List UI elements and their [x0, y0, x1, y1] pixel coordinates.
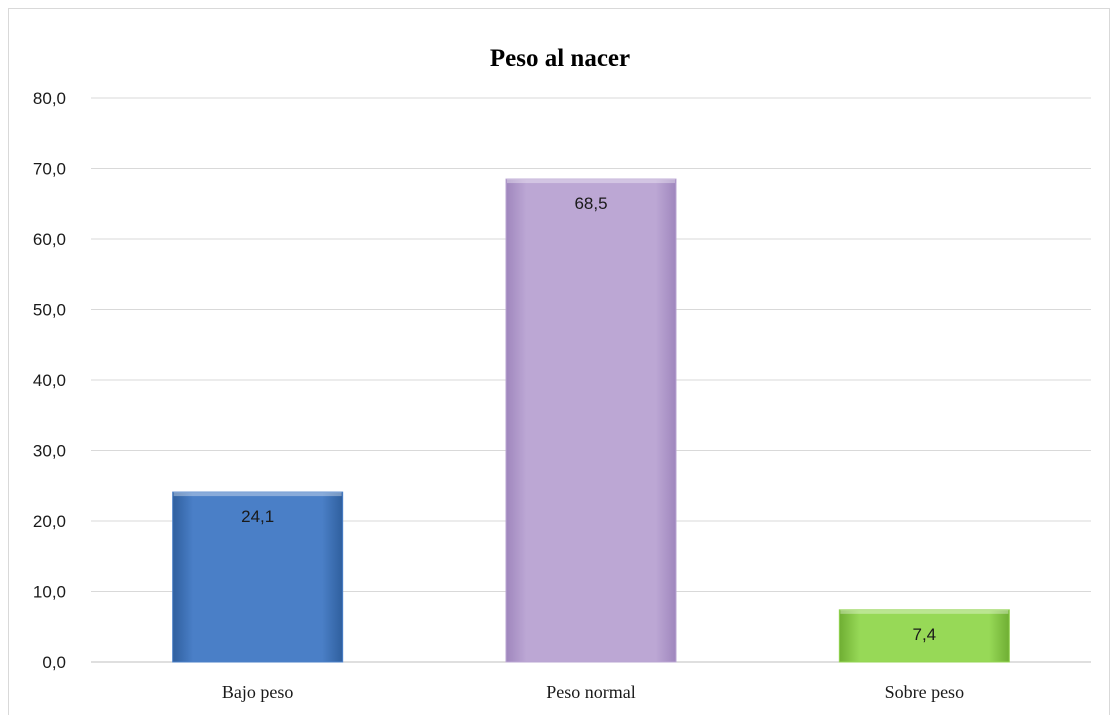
bar-bajo-peso: [172, 491, 344, 663]
y-tick-label: 10,0: [33, 583, 66, 602]
bar-highlight: [507, 179, 675, 184]
y-tick-label: 80,0: [33, 89, 66, 108]
y-tick-label: 60,0: [33, 230, 66, 249]
y-tick-label: 50,0: [33, 301, 66, 320]
y-tick-label: 40,0: [33, 371, 66, 390]
y-axis-ticks: 0,0 10,0 20,0 30,0 40,0 50,0 60,0 70,0 80,0: [33, 89, 66, 672]
data-label: 7,4: [913, 625, 937, 644]
data-label: 68,5: [574, 194, 607, 213]
x-axis-ticks: Bajo peso Peso normal Sobre peso: [222, 682, 964, 702]
chart-frame: Peso al nacer 0,0 10,0 20,0 30,0 40,0 50,0 60,…: [8, 8, 1110, 715]
chart-title: Peso al nacer: [490, 45, 630, 72]
bar-highlight: [173, 492, 342, 497]
data-labels: 24,1 68,5 7,4: [241, 194, 936, 644]
x-tick-label: Bajo peso: [222, 682, 294, 702]
bar-highlight: [840, 609, 1009, 614]
bar-peso-normal: [505, 178, 677, 663]
y-tick-label: 70,0: [33, 160, 66, 179]
x-tick-label: Sobre peso: [885, 682, 965, 702]
y-tick-label: 30,0: [33, 442, 66, 461]
x-tick-label: Peso normal: [546, 682, 636, 702]
data-label: 24,1: [241, 507, 274, 526]
bars: [172, 178, 1010, 663]
y-tick-label: 0,0: [42, 653, 66, 672]
y-tick-label: 20,0: [33, 512, 66, 531]
bar-chart: Peso al nacer 0,0 10,0 20,0 30,0 40,0 50,0 60,…: [33, 45, 1091, 702]
bar-sobre-peso: [838, 609, 1010, 663]
